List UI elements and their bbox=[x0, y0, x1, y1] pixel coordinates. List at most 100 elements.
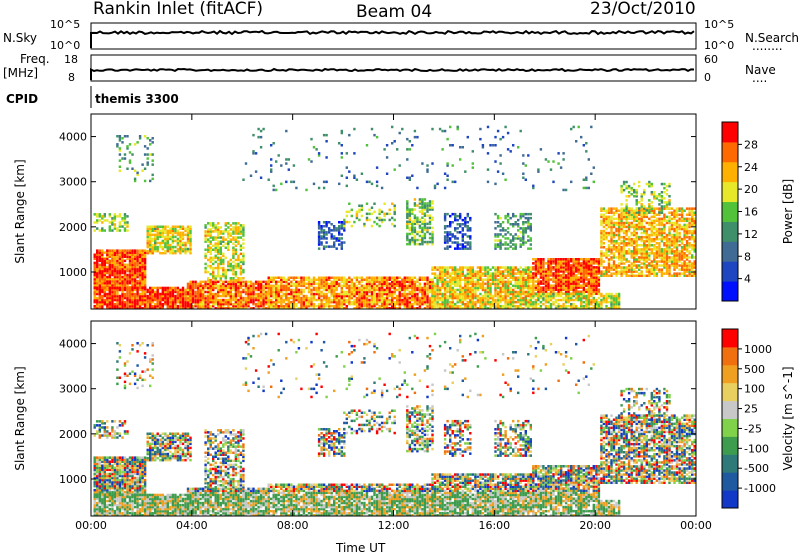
heat-cell bbox=[176, 296, 180, 300]
heat-cell bbox=[330, 290, 333, 294]
heat-cell bbox=[572, 258, 575, 261]
heat-cell bbox=[343, 298, 346, 302]
heat-cell bbox=[509, 307, 512, 310]
heat-cell bbox=[406, 206, 409, 209]
nsky-panel-frame bbox=[90, 22, 697, 50]
heat-cell bbox=[189, 300, 192, 304]
heat-cell bbox=[426, 210, 429, 213]
heat-cell bbox=[93, 307, 96, 310]
heat-cell bbox=[486, 298, 490, 302]
heat-cell bbox=[416, 296, 419, 300]
heat-cell bbox=[433, 288, 437, 292]
heat-cell bbox=[217, 272, 220, 276]
heat-cell bbox=[499, 223, 502, 226]
heat-cell bbox=[96, 271, 99, 275]
heat-cell bbox=[499, 270, 502, 273]
heat-cell bbox=[491, 274, 495, 277]
heat-cell bbox=[365, 282, 369, 286]
heat-cell bbox=[164, 243, 167, 247]
heat-cell bbox=[446, 294, 449, 298]
heat-cell bbox=[138, 281, 142, 285]
heat-cell bbox=[519, 266, 522, 269]
heat-cell bbox=[128, 294, 132, 298]
heat-cell bbox=[474, 296, 477, 300]
heat-cell bbox=[406, 204, 409, 207]
heat-cell bbox=[554, 304, 558, 308]
heat-cell bbox=[330, 300, 333, 304]
heat-cell bbox=[292, 282, 296, 286]
heat-cell bbox=[443, 212, 447, 216]
heat-cell bbox=[494, 266, 497, 269]
heat-cell bbox=[418, 278, 422, 281]
heat-cell bbox=[232, 242, 235, 245]
heat-cell bbox=[431, 238, 434, 242]
heat-cell bbox=[524, 290, 527, 294]
heat-cell bbox=[174, 300, 177, 304]
heat-cell bbox=[640, 213, 643, 216]
heat-cell bbox=[108, 298, 111, 302]
heat-cell bbox=[388, 302, 391, 306]
heat-cell bbox=[201, 284, 205, 288]
heat-cell bbox=[169, 298, 172, 302]
heat-cell bbox=[441, 300, 444, 304]
heat-cell bbox=[328, 227, 331, 230]
heat-cell bbox=[242, 260, 245, 264]
heat-cell bbox=[499, 304, 502, 308]
heat-cell bbox=[136, 259, 139, 263]
heat-cell bbox=[562, 292, 565, 295]
heat-cell bbox=[138, 277, 142, 281]
heat-cell bbox=[469, 294, 472, 298]
heat-cell bbox=[108, 279, 111, 283]
heat-cell bbox=[383, 290, 386, 294]
heat-cell bbox=[189, 294, 192, 298]
heat-cell bbox=[108, 229, 111, 232]
heat-cell bbox=[481, 288, 485, 292]
heat-cell bbox=[393, 282, 396, 286]
heat-cell bbox=[338, 294, 341, 298]
heat-cell bbox=[280, 286, 283, 290]
heat-cell bbox=[101, 298, 104, 302]
heat-cell bbox=[375, 294, 379, 298]
heat-cell bbox=[234, 252, 238, 256]
heat-cell bbox=[506, 284, 510, 288]
heat-cell bbox=[360, 278, 364, 281]
heat-cell bbox=[449, 296, 452, 300]
heat-cell bbox=[277, 286, 280, 290]
heat-cell bbox=[244, 296, 248, 300]
heat-cell bbox=[506, 272, 510, 275]
heat-cell bbox=[348, 288, 351, 292]
heat-cell bbox=[106, 271, 109, 275]
heat-cell bbox=[441, 304, 444, 308]
heat-cell bbox=[176, 241, 180, 245]
heat-cell bbox=[494, 243, 497, 246]
heat-cell bbox=[378, 298, 381, 302]
heat-cell bbox=[199, 300, 202, 304]
heat-cell bbox=[368, 298, 371, 302]
heat-cell bbox=[451, 270, 454, 273]
heat-cell bbox=[116, 279, 119, 283]
heat-cell bbox=[118, 302, 122, 306]
heat-cell bbox=[222, 230, 225, 233]
heat-cell bbox=[345, 286, 348, 290]
heat-cell bbox=[305, 296, 308, 300]
heat-cell bbox=[176, 290, 180, 294]
heat-cell bbox=[474, 300, 477, 304]
heat-cell bbox=[436, 276, 439, 279]
heat-cell bbox=[103, 213, 106, 216]
heat-cell bbox=[237, 264, 240, 268]
heat-cell bbox=[423, 212, 427, 215]
heat-cell bbox=[605, 209, 608, 212]
heat-cell bbox=[406, 212, 409, 215]
heat-cell bbox=[501, 288, 505, 292]
heat-cell bbox=[133, 296, 137, 300]
heat-cell bbox=[242, 232, 245, 235]
heat-cell bbox=[504, 247, 507, 250]
heat-cell bbox=[320, 229, 323, 232]
heat-cell bbox=[171, 247, 175, 251]
heat-cell bbox=[108, 294, 111, 298]
heat-cell bbox=[489, 268, 492, 271]
heat-cell bbox=[330, 229, 333, 232]
heat-cell bbox=[421, 298, 424, 302]
heat-cell bbox=[307, 304, 311, 308]
heat-cell bbox=[166, 229, 169, 233]
